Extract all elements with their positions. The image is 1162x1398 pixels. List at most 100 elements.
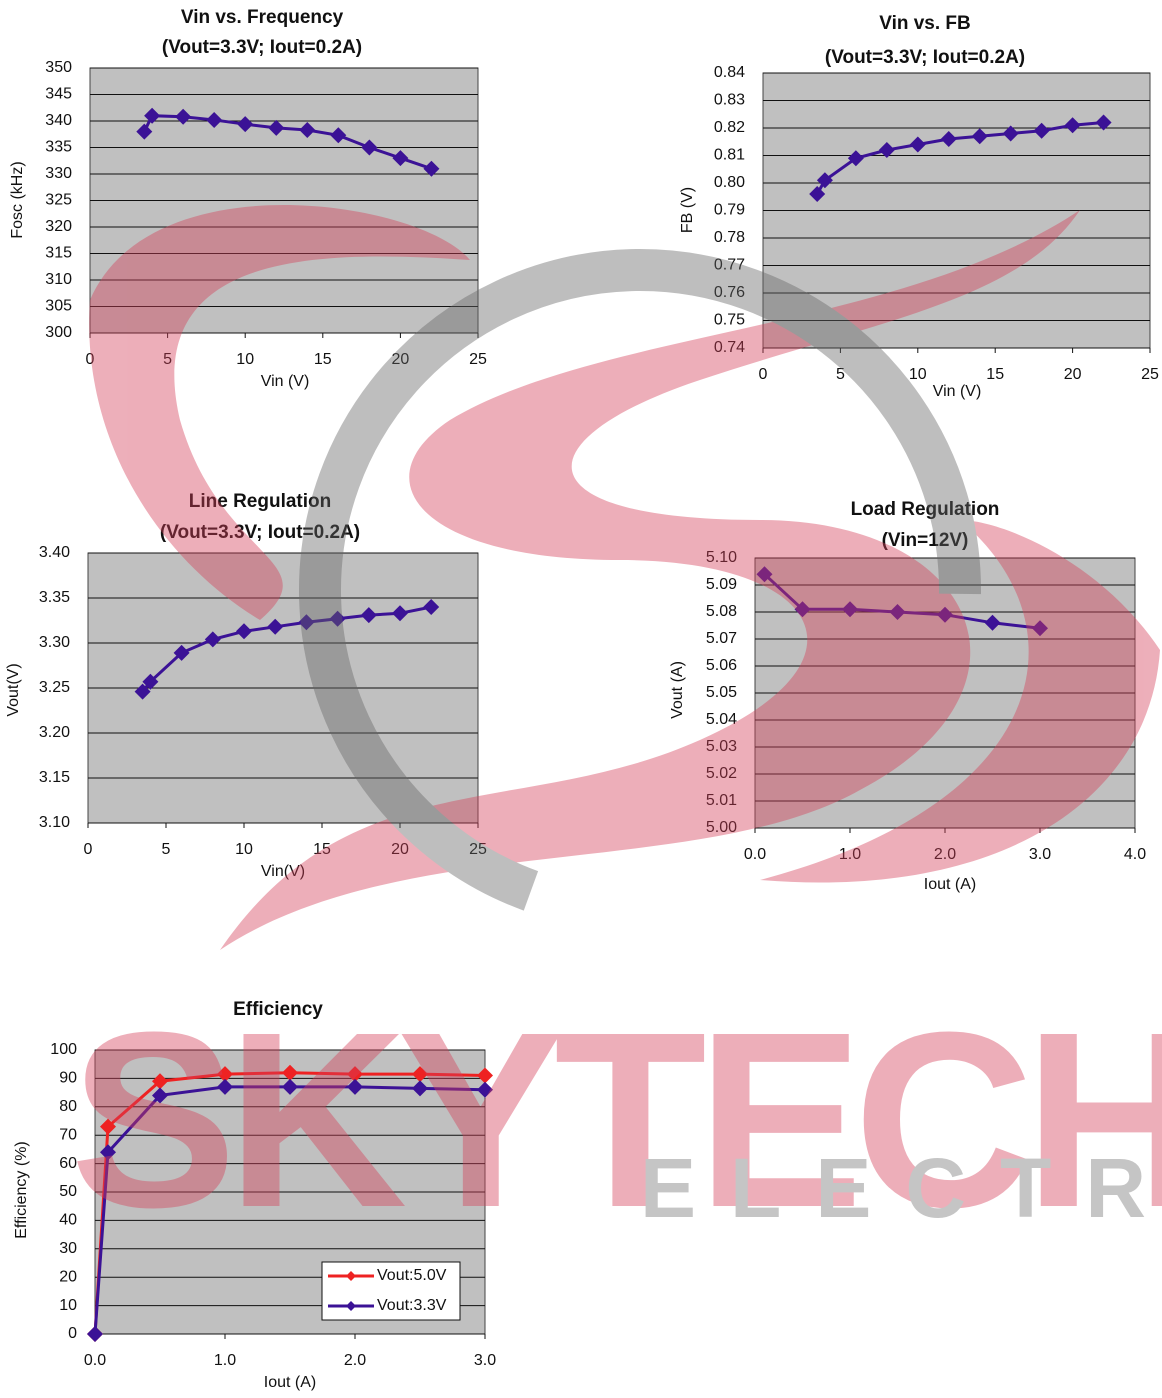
y-tick-label: 60 (59, 1155, 77, 1172)
y-tick-label: 5.06 (706, 657, 737, 674)
data-point (204, 631, 221, 648)
y-tick-label: 0 (68, 1325, 77, 1342)
x-tick-label: 10 (236, 351, 254, 368)
data-point (412, 1080, 428, 1097)
y-tick-label: 40 (59, 1212, 77, 1229)
data-point (809, 186, 826, 202)
data-point (423, 599, 440, 615)
y-tick-label: 0.81 (714, 147, 745, 164)
data-point (1095, 114, 1112, 131)
x-axis-label: Vin (V) (933, 383, 982, 400)
y-tick-label: 5.04 (706, 711, 737, 728)
y-tick-label: 3.30 (39, 634, 70, 651)
y-tick-label: 0.75 (714, 312, 745, 329)
legend-marker (346, 1271, 356, 1281)
data-point (206, 111, 223, 128)
data-point (329, 610, 346, 627)
data-point (971, 128, 988, 145)
y-tick-label: 340 (45, 112, 72, 129)
data-point (134, 683, 151, 700)
y-tick-label: 350 (45, 59, 72, 76)
series-line (93, 1085, 486, 1335)
data-point (842, 601, 858, 618)
data-point (360, 607, 377, 624)
chart-title: Efficiency (233, 999, 323, 1020)
y-axis-label: Vout(V) (5, 663, 22, 716)
y-tick-label: 5.10 (706, 549, 737, 566)
y-tick-label: 3.10 (39, 814, 70, 831)
x-tick-label: 25 (469, 351, 487, 368)
x-tick-label: 3.0 (1029, 846, 1051, 863)
data-point (392, 150, 409, 167)
x-tick-label: 1.0 (839, 846, 861, 863)
data-point (152, 1073, 168, 1090)
legend-marker (346, 1301, 356, 1311)
data-point (423, 160, 440, 177)
y-tick-label: 90 (59, 1070, 77, 1087)
data-point (878, 142, 895, 158)
y-axis-label: FB (V) (679, 187, 696, 233)
legend-box (321, 1261, 461, 1321)
x-tick-label: 2.0 (344, 1352, 366, 1369)
x-tick-label: 0 (86, 351, 95, 368)
x-tick-label: 15 (986, 366, 1004, 383)
data-point (267, 618, 284, 635)
y-tick-label: 310 (45, 271, 72, 288)
data-point (816, 172, 833, 189)
data-point (412, 1066, 428, 1083)
y-tick-label: 325 (45, 192, 72, 209)
data-point (477, 1067, 493, 1084)
x-tick-label: 3.0 (474, 1352, 496, 1369)
y-tick-label: 30 (59, 1240, 77, 1257)
x-tick-label: 20 (392, 351, 410, 368)
data-point (1064, 117, 1081, 134)
y-axis-label: Vout (A) (669, 661, 686, 719)
y-tick-label: 300 (45, 324, 72, 341)
data-point (940, 131, 957, 147)
y-tick-label: 335 (45, 139, 72, 156)
y-tick-label: 315 (45, 245, 72, 262)
data-point (392, 605, 408, 622)
y-tick-label: 320 (45, 218, 72, 235)
x-axis-label: Iout (A) (264, 1374, 316, 1391)
data-point (298, 614, 315, 631)
y-tick-label: 10 (59, 1297, 77, 1314)
x-tick-label: 25 (1141, 366, 1159, 383)
data-point (217, 1066, 233, 1083)
x-tick-label: 1.0 (214, 1352, 236, 1369)
y-tick-label: 5.08 (706, 603, 737, 620)
data-point (100, 1118, 116, 1135)
x-tick-label: 10 (909, 366, 927, 383)
y-tick-label: 5.09 (706, 576, 737, 593)
data-point (217, 1078, 233, 1095)
x-tick-label: 20 (391, 841, 409, 858)
y-tick-label: 5.00 (706, 819, 737, 836)
data-point (282, 1064, 298, 1081)
data-point (794, 601, 811, 618)
y-tick-label: 50 (59, 1183, 77, 1200)
x-axis-label: Iout (A) (924, 876, 976, 893)
data-point (347, 1066, 363, 1083)
y-tick-label: 5.05 (706, 684, 737, 701)
y-tick-label: 5.07 (706, 630, 737, 647)
x-tick-label: 0 (759, 366, 768, 383)
data-point (1033, 122, 1050, 139)
chart-subtitle: (Vout=3.3V; Iout=0.2A) (825, 47, 1025, 68)
y-tick-label: 0.78 (714, 229, 745, 246)
x-tick-label: 2.0 (934, 846, 956, 863)
data-point (847, 150, 864, 167)
y-axis-label: Efficiency (%) (13, 1141, 30, 1239)
x-tick-label: 0 (84, 841, 93, 858)
y-tick-label: 0.84 (714, 64, 745, 81)
data-point (330, 127, 347, 144)
data-point (100, 1144, 116, 1161)
y-tick-label: 345 (45, 86, 72, 103)
x-tick-label: 10 (235, 841, 253, 858)
x-tick-label: 5 (163, 351, 172, 368)
watermark-tagline: ELECTRONIC (640, 1141, 1162, 1235)
y-tick-label: 3.15 (39, 769, 70, 786)
data-point (268, 119, 285, 136)
data-point (282, 1078, 298, 1095)
y-tick-label: 0.77 (714, 257, 745, 274)
